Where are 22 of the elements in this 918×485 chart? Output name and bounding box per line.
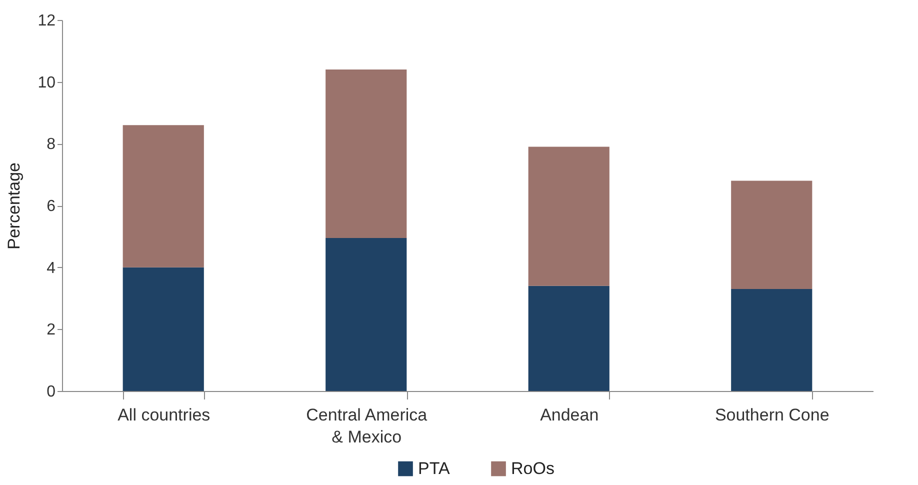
bar [528, 146, 610, 286]
y-tick-label: 0 [46, 384, 56, 400]
x-tick-label: Southern Cone [714, 406, 830, 424]
y-axis-title: Percentage [4, 162, 24, 250]
bar [731, 288, 812, 391]
bar [528, 286, 610, 391]
y-tick-label: 8 [46, 136, 56, 154]
bar [326, 238, 407, 391]
x-tick-label: All countries [118, 406, 210, 424]
y-tick-label: 6 [46, 198, 56, 215]
y-tick-label: 2 [46, 322, 56, 339]
y-tick-label: 12 [38, 12, 56, 30]
bar [122, 267, 204, 391]
legend-label: PTA [418, 458, 450, 478]
y-tick-label: 10 [38, 74, 56, 92]
legend-label: RoOs [511, 458, 554, 478]
x-tick-label: Andean [540, 406, 599, 424]
bar [731, 180, 812, 289]
bar [122, 125, 204, 268]
bar [326, 69, 407, 238]
x-tick-label: Central America & Mexico [306, 406, 428, 446]
y-tick-label: 4 [46, 260, 56, 277]
